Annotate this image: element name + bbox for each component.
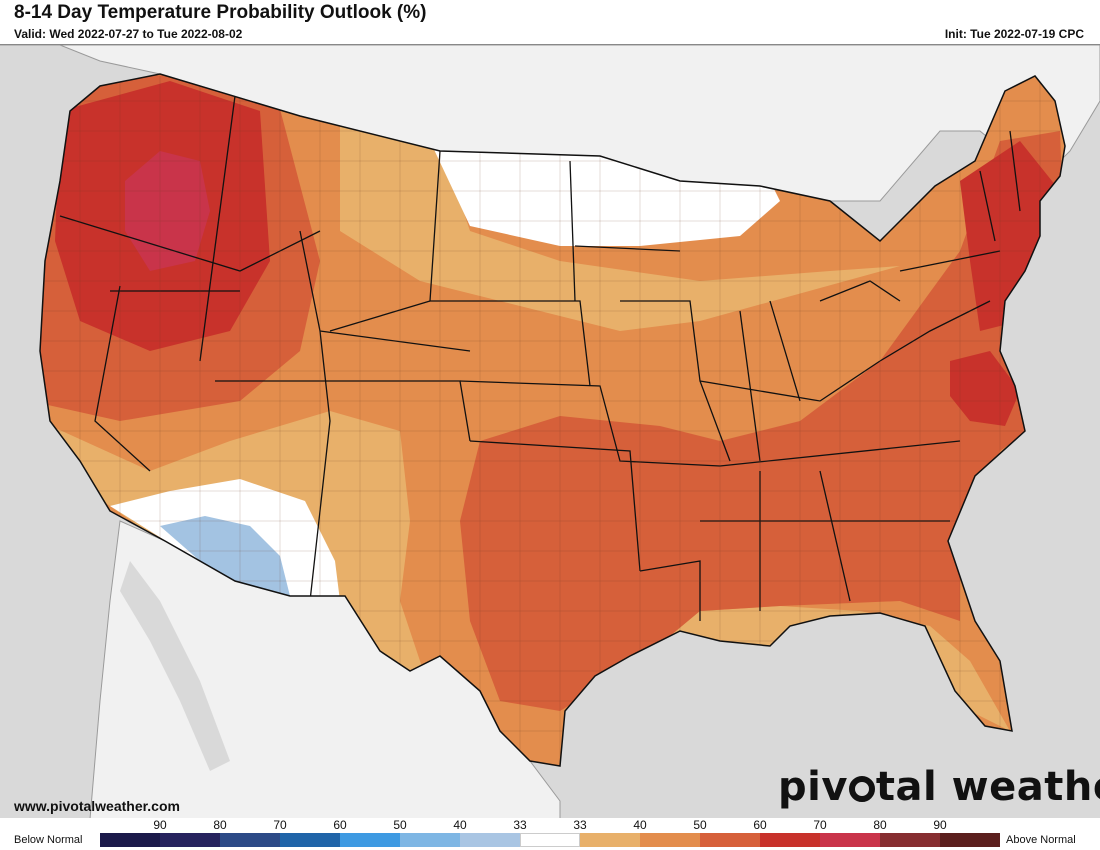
area-70-virginia [950, 351, 1020, 426]
legend-tick-label: 70 [813, 818, 827, 832]
website-label: www.pivotalweather.com [14, 798, 180, 814]
legend-swatch [640, 833, 700, 847]
legend-swatch [400, 833, 460, 847]
conus-outline [39, 73, 1066, 767]
gulf-of-california [120, 561, 230, 771]
legend-above-label: Above Normal [1006, 834, 1076, 846]
area-40-central [340, 121, 900, 331]
legend-tick-label: 50 [393, 818, 407, 832]
valid-period: Valid: Wed 2022-07-27 to Tue 2022-08-02 [14, 27, 243, 41]
pivotal-weather-logo: piv tal weather [778, 764, 1100, 810]
legend-swatch [340, 833, 400, 847]
area-60-south-east [460, 131, 1065, 711]
area-below-40-arizona [160, 516, 290, 596]
logo-text-left: piv [778, 764, 848, 810]
init-time: Init: Tue 2022-07-19 CPC [944, 27, 1084, 41]
legend-swatch [760, 833, 820, 847]
legend-tick-label: 40 [633, 818, 647, 832]
legend-tick-label: 60 [333, 818, 347, 832]
legend-swatch [940, 833, 1000, 847]
legend-swatch [820, 833, 880, 847]
legend-swatch [160, 833, 220, 847]
legend-swatch [460, 833, 520, 847]
legend-tick-label: 80 [873, 818, 887, 832]
legend-tick-label: 80 [213, 818, 227, 832]
legend-tick-label: 33 [513, 818, 527, 832]
legend-tick-label: 40 [453, 818, 467, 832]
logo-text-right: tal weather [875, 764, 1100, 810]
gear-icon [848, 776, 875, 802]
legend-swatch [100, 833, 160, 847]
legend-swatch [520, 833, 580, 847]
legend-tick-label: 90 [153, 818, 167, 832]
legend-swatch [700, 833, 760, 847]
legend-tick-label: 90 [933, 818, 947, 832]
legend-swatch [220, 833, 280, 847]
county-borders [40, 74, 1065, 766]
legend-tick-label: 33 [573, 818, 587, 832]
area-80-oregon [125, 151, 210, 271]
map-frame[interactable] [0, 44, 1100, 820]
color-legend: Below Normal 90 80 70 60 50 40 33 33 40 50 60 70 80 9… [0, 818, 1100, 850]
outlook-map [0, 45, 1100, 819]
legend-tick-label: 70 [273, 818, 287, 832]
legend-swatch [580, 833, 640, 847]
legend-tick-label: 50 [693, 818, 707, 832]
legend-swatch [280, 833, 340, 847]
area-70-northeast [960, 141, 1060, 331]
legend-bar [100, 833, 1000, 847]
state-borders [59, 95, 1021, 621]
legend-tick-label: 60 [753, 818, 767, 832]
map-title: 8-14 Day Temperature Probability Outlook… [14, 2, 427, 23]
legend-swatch [880, 833, 940, 847]
legend-below-label: Below Normal [14, 834, 83, 846]
